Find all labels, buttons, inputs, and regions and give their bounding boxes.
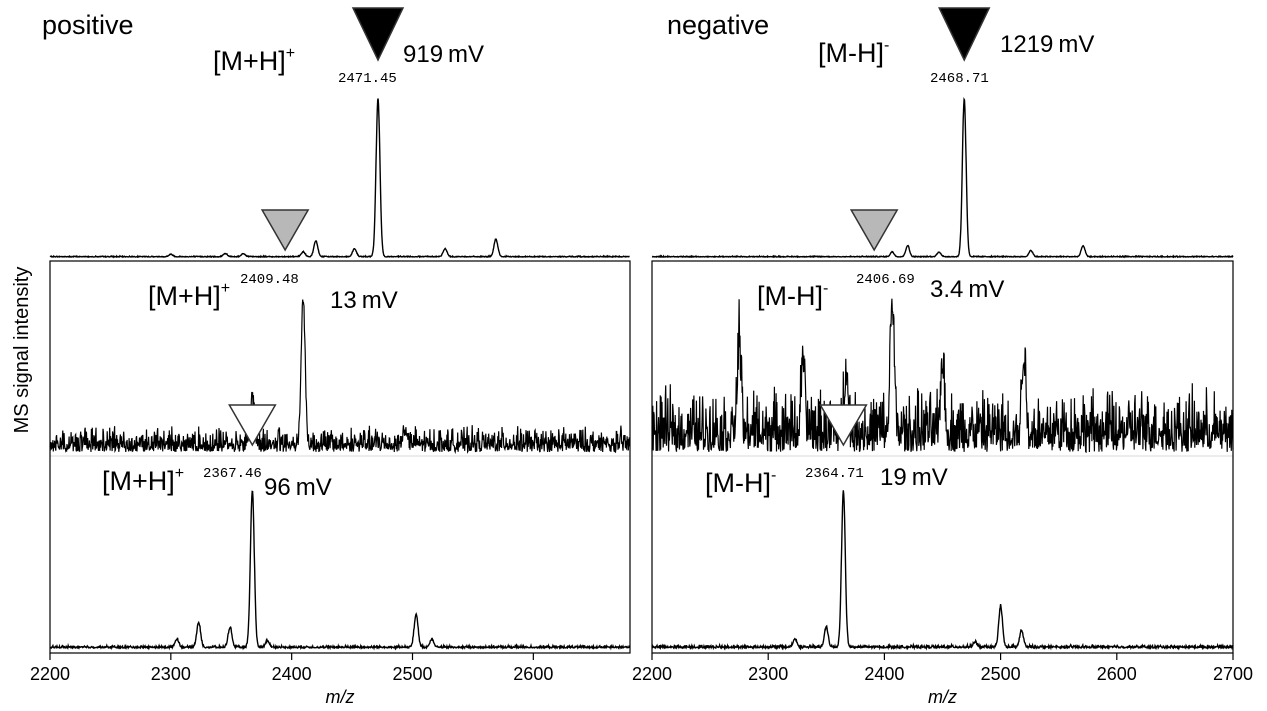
- marker-black-triangle: [351, 7, 405, 62]
- peak-mass-label: 2367.46: [203, 466, 262, 482]
- x-tick-label: 2300: [151, 664, 191, 684]
- ion-formula: [M-H]: [757, 281, 823, 311]
- x-tick-label: 2600: [513, 664, 553, 684]
- marker-white-triangle: [819, 404, 868, 447]
- intensity-unit: mV: [912, 464, 948, 491]
- panel-title: negative: [667, 10, 769, 40]
- ion-label: [M+H]+: [213, 45, 295, 76]
- ion-label: [M+H]+: [102, 465, 184, 496]
- trace-1: [651, 97, 1234, 259]
- x-tick-label: 2500: [392, 664, 432, 684]
- panel-frame: [49, 260, 631, 654]
- intensity-value: 96: [264, 474, 291, 501]
- ion-formula: [M+H]: [148, 281, 221, 311]
- ion-formula: [M+H]: [102, 466, 175, 496]
- x-axis-label: m/z: [326, 687, 355, 707]
- peak-mass-label: 2409.48: [240, 272, 299, 288]
- intensity-label: 919 mV: [403, 41, 484, 68]
- x-tick-label: 2600: [1097, 664, 1137, 684]
- intensity-value: 1219: [1000, 31, 1053, 58]
- x-tick-label: 2200: [30, 664, 70, 684]
- ion-label: [M-H]-: [818, 37, 889, 68]
- x-axis-label: m/z: [928, 687, 957, 707]
- marker-black-triangle: [938, 7, 991, 62]
- marker-gray-triangle: [849, 209, 899, 252]
- x-tick-label: 2500: [981, 664, 1021, 684]
- ion-label: [M+H]+: [148, 280, 230, 311]
- marker-white-triangle: [228, 404, 277, 447]
- ion-charge: -: [771, 467, 776, 484]
- trace-2: [49, 299, 631, 455]
- intensity-unit: mV: [968, 276, 1004, 303]
- x-tick-label: 2200: [632, 664, 672, 684]
- panel-title: positive: [42, 10, 134, 40]
- ion-charge: +: [221, 280, 230, 297]
- intensity-value: 919: [403, 41, 443, 68]
- intensity-label: 13 mV: [330, 287, 398, 314]
- peak-mass-label: 2468.71: [930, 71, 989, 87]
- ion-formula: [M+H]: [213, 46, 286, 76]
- x-tick-label: 2400: [272, 664, 312, 684]
- trace-2: [651, 298, 1234, 453]
- ion-label: [M-H]-: [757, 280, 828, 311]
- intensity-unit: mV: [1058, 31, 1094, 58]
- ion-formula: [M-H]: [818, 38, 884, 68]
- trace-1: [49, 98, 630, 259]
- ion-formula: [M-H]: [705, 468, 771, 498]
- intensity-unit: mV: [362, 287, 398, 314]
- ion-charge: +: [175, 465, 184, 482]
- intensity-label: 1219 mV: [1000, 31, 1094, 58]
- y-axis-label: MS signal intensity: [11, 267, 33, 434]
- ion-charge: -: [884, 37, 889, 54]
- peak-mass-label: 2364.71: [805, 466, 864, 482]
- x-tick-label: 2300: [748, 664, 788, 684]
- peak-mass-label: 2406.69: [856, 272, 915, 288]
- ion-charge: +: [286, 45, 295, 62]
- intensity-value: 19: [880, 464, 907, 491]
- peak-mass-label: 2471.45: [338, 71, 397, 87]
- panel-frame: [651, 260, 1234, 654]
- marker-gray-triangle: [260, 209, 310, 252]
- intensity-unit: mV: [296, 474, 332, 501]
- intensity-unit: mV: [448, 41, 484, 68]
- x-tick-label: 2400: [864, 664, 904, 684]
- ion-charge: -: [823, 280, 828, 297]
- intensity-value: 3.4: [930, 276, 963, 303]
- intensity-label: 19 mV: [880, 464, 948, 491]
- ion-label: [M-H]-: [705, 467, 776, 498]
- intensity-label: 96 mV: [264, 474, 332, 501]
- intensity-value: 13: [330, 287, 357, 314]
- trace-3: [50, 490, 631, 651]
- trace-3: [651, 490, 1234, 651]
- x-tick-label: 2700: [1213, 664, 1253, 684]
- intensity-label: 3.4 mV: [930, 276, 1004, 303]
